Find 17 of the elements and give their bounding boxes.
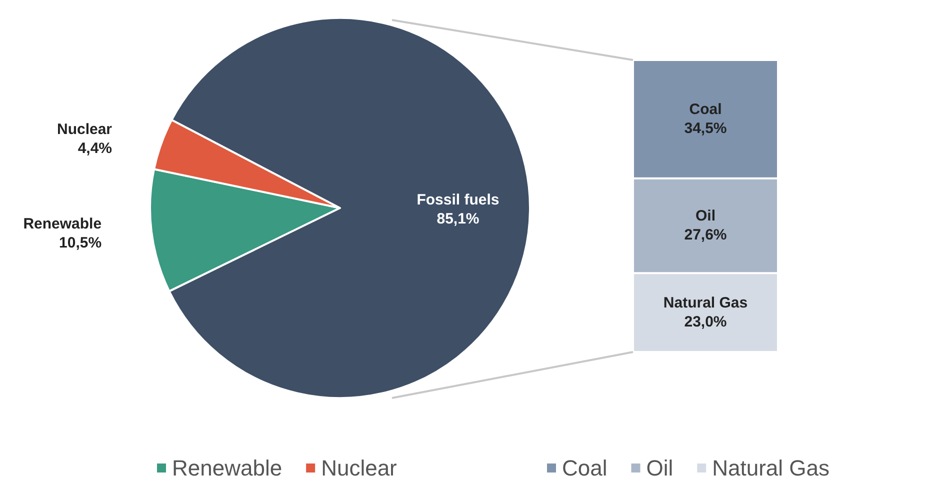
data-label: 4,4% <box>78 140 112 157</box>
legend-label: Coal <box>562 456 608 480</box>
legend-label: Natural Gas <box>712 456 830 480</box>
data-label: 34,5% <box>684 120 727 138</box>
legend-label: Renewable <box>172 456 282 480</box>
slice-label: Fossil fuels <box>416 191 500 208</box>
text: Natural Gas <box>663 294 748 312</box>
text: Coal <box>689 101 722 118</box>
slice-label: Nuclear <box>56 120 112 138</box>
data-label: 10,5% <box>59 234 102 252</box>
data-label: 23,0% <box>684 314 727 331</box>
data-label: 85,1% <box>436 210 480 228</box>
slice-label: Renewable <box>23 215 102 232</box>
legend-label: Oil <box>646 456 674 480</box>
text: Oil <box>695 208 716 225</box>
legend-label: Nuclear <box>321 456 397 480</box>
data-label: 27,6% <box>684 226 727 244</box>
